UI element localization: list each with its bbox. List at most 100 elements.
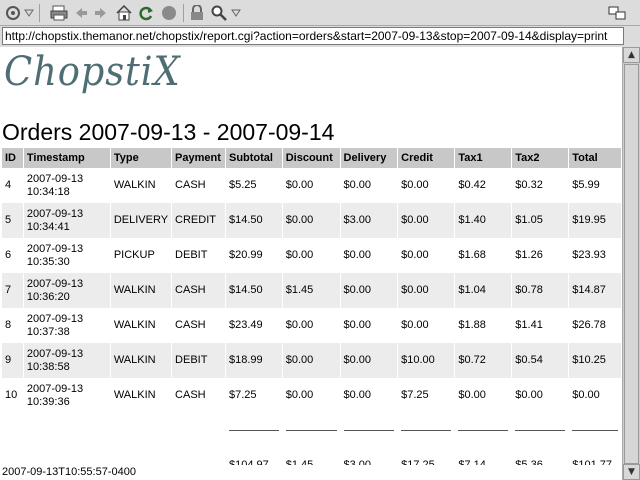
- timestamp-date: 2007-09-13: [26, 347, 84, 360]
- timestamp-date: 2007-09-13: [26, 242, 84, 255]
- table-row: 8 2007-09-13 10:37:38 WALKIN CASH $23.49 $0.00…: [2, 308, 622, 343]
- cell-subtotal: $23.49: [225, 308, 283, 343]
- cell-id: 10: [2, 378, 24, 413]
- timestamp-date: 2007-09-13: [26, 277, 84, 290]
- scroll-thumb[interactable]: [624, 64, 639, 464]
- scroll-down-icon[interactable]: ▼: [623, 464, 640, 480]
- cell-timestamp: 2007-09-13 10:39:36: [23, 378, 111, 413]
- cell-subtotal: $7.25: [225, 378, 283, 413]
- cell-type: WALKIN: [110, 308, 173, 343]
- cell-payment: CASH: [171, 273, 226, 308]
- cell-delivery: $0.00: [340, 343, 399, 378]
- cell-timestamp: 2007-09-13 10:34:18: [23, 168, 111, 203]
- browser-toolbar: [0, 0, 640, 26]
- column-header: Tax1: [454, 148, 513, 168]
- cell-delivery: $0.00: [340, 308, 399, 343]
- home-icon[interactable]: [114, 3, 134, 23]
- cell-credit: $0.00: [397, 308, 456, 343]
- cell-credit: $10.00: [397, 343, 456, 378]
- cell-total: $10.25: [568, 343, 622, 378]
- cell-tax1: $1.68: [454, 238, 513, 273]
- settings-icon[interactable]: [3, 3, 23, 23]
- sum-rule: [401, 430, 452, 431]
- cell-timestamp: 2007-09-13 10:34:41: [23, 203, 111, 238]
- column-header: Tax2: [511, 148, 570, 168]
- cell-timestamp: 2007-09-13 10:36:20: [23, 273, 111, 308]
- cell-total: $26.78: [568, 308, 622, 343]
- cell-type: WALKIN: [110, 168, 173, 203]
- cell-credit: $0.00: [397, 168, 456, 203]
- table-row: 6 2007-09-13 10:35:30 PICKUP DEBIT $20.99 $0.0…: [2, 238, 622, 273]
- cell-tax1: $0.00: [454, 378, 513, 413]
- cell-discount: $0.00: [282, 168, 341, 203]
- column-header: Delivery: [340, 148, 399, 168]
- column-header: Type: [110, 148, 173, 168]
- timestamp-time: 10:39:36: [26, 395, 70, 408]
- timestamp-time: 10:34:18: [26, 185, 70, 198]
- table-header-row: ID Timestamp Type Payment Subtotal Disco…: [2, 148, 622, 168]
- cell-credit: $0.00: [397, 273, 456, 308]
- sum-rule: [515, 430, 566, 431]
- cell-type: PICKUP: [110, 238, 173, 273]
- column-header: Subtotal: [225, 148, 283, 168]
- scroll-up-icon[interactable]: ▲: [623, 47, 640, 63]
- vertical-scrollbar[interactable]: ▲ ▼: [622, 47, 640, 480]
- cell-id: 4: [2, 168, 24, 203]
- page-title: Orders 2007-09-13 - 2007-09-14: [2, 119, 335, 145]
- totals-rule-row: [2, 413, 622, 448]
- cell-discount: $0.00: [282, 378, 341, 413]
- network-icon[interactable]: [606, 3, 628, 23]
- table-row: 9 2007-09-13 10:38:58 WALKIN DEBIT $18.99 $0.0…: [2, 343, 622, 378]
- cell-delivery: $0.00: [340, 168, 399, 203]
- dropdown-icon[interactable]: [23, 3, 35, 23]
- cell-delivery: $0.00: [340, 378, 399, 413]
- timestamp-date: 2007-09-13: [26, 172, 84, 185]
- cell-payment: CASH: [171, 308, 226, 343]
- cell-id: 9: [2, 343, 24, 378]
- site-logo: ChopstiX: [4, 49, 181, 95]
- cell-payment: DEBIT: [171, 238, 226, 273]
- toolbar-separator: [39, 4, 40, 22]
- cell-discount: $0.00: [282, 203, 341, 238]
- url-field[interactable]: http://chopstix.themanor.net/chopstix/re…: [2, 27, 624, 45]
- forward-icon[interactable]: [92, 3, 110, 23]
- timestamp-date: 2007-09-13: [26, 382, 84, 395]
- cell-total: $23.93: [568, 238, 622, 273]
- cell-id: 8: [2, 308, 24, 343]
- cell-payment: DEBIT: [171, 343, 226, 378]
- cell-tax1: $0.72: [454, 343, 513, 378]
- cell-tax2: $0.00: [511, 378, 570, 413]
- cell-tax2: $0.78: [511, 273, 570, 308]
- search-icon[interactable]: [209, 3, 229, 23]
- sum-rule: [285, 430, 337, 431]
- dropdown-icon[interactable]: [229, 3, 243, 23]
- cell-type: WALKIN: [110, 378, 173, 413]
- table-row: 10 2007-09-13 10:39:36 WALKIN CASH $7.25 $0.00…: [2, 378, 622, 413]
- lock-icon[interactable]: [187, 3, 207, 23]
- orders-table: ID Timestamp Type Payment Subtotal Disco…: [2, 148, 622, 480]
- timestamp-time: 10:36:20: [26, 290, 70, 303]
- cell-delivery: $0.00: [340, 238, 399, 273]
- cell-payment: CASH: [171, 168, 226, 203]
- column-header: Discount: [282, 148, 341, 168]
- cell-total: $0.00: [568, 378, 622, 413]
- back-icon[interactable]: [72, 3, 90, 23]
- cell-subtotal: $14.50: [225, 203, 283, 238]
- cell-tax2: $0.54: [511, 343, 570, 378]
- cell-type: WALKIN: [110, 343, 173, 378]
- stop-icon[interactable]: [159, 3, 179, 23]
- address-bar: http://chopstix.themanor.net/chopstix/re…: [0, 26, 640, 47]
- cell-timestamp: 2007-09-13 10:35:30: [23, 238, 111, 273]
- page-content: ChopstiX Orders 2007-09-13 - 2007-09-14 …: [0, 47, 622, 480]
- reload-icon[interactable]: [136, 3, 156, 23]
- print-icon[interactable]: [48, 3, 70, 23]
- cell-credit: $0.00: [397, 203, 456, 238]
- cell-id: 6: [2, 238, 24, 273]
- cell-subtotal: $20.99: [225, 238, 283, 273]
- cell-tax2: $1.26: [511, 238, 570, 273]
- column-header: Credit: [397, 148, 456, 168]
- cell-discount: $0.00: [282, 238, 341, 273]
- cell-discount: $1.45: [282, 273, 341, 308]
- cell-credit: $0.00: [397, 238, 456, 273]
- cell-tax2: $1.05: [511, 203, 570, 238]
